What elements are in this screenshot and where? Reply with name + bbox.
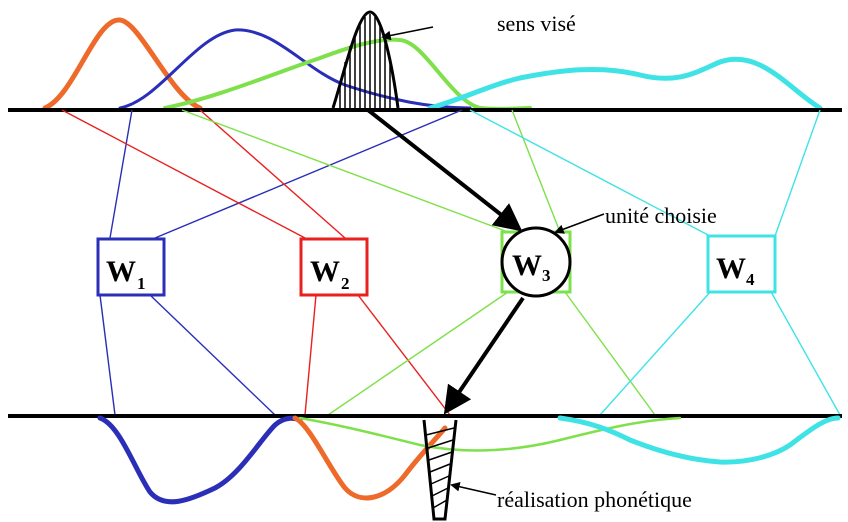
conn-bot-w3-b <box>564 291 656 416</box>
word-w2-box <box>299 237 369 297</box>
top-curve-blue <box>118 28 472 110</box>
conn-bot-w2-a <box>304 294 317 416</box>
conn-bot-w1-b <box>149 294 276 416</box>
conn-top-w4-a <box>469 109 711 237</box>
phonetic-realisation-hatching <box>425 427 455 509</box>
word-w3-index: 3 <box>542 266 551 285</box>
unite-choisie-label: unité choisie <box>605 203 717 228</box>
conn-bot-w3-a <box>327 291 509 416</box>
word-w2-index: 2 <box>341 274 350 293</box>
conn-bot-w2-b <box>357 294 451 416</box>
realisation-phonetique-pointer <box>450 482 497 496</box>
top-curve-orange <box>42 17 203 111</box>
conn-top-w4-b <box>774 109 821 237</box>
word-w1-index: 1 <box>137 274 146 293</box>
word-w2: W 2 <box>299 237 369 297</box>
realisation-phonetique-label: réalisation phonétique <box>497 487 692 512</box>
conn-bot-w4-b <box>769 289 841 416</box>
conn-top-w3-a <box>181 109 509 233</box>
bottom-curve-green <box>298 416 682 452</box>
word-w1-box <box>96 237 166 297</box>
conn-bot-w1-a <box>99 294 116 416</box>
top-curves <box>42 17 823 111</box>
intended-meaning-peak <box>331 10 400 109</box>
conn-top-w2-b <box>199 109 346 239</box>
word-w4-box <box>706 234 777 294</box>
top-curve-cyan <box>427 56 823 111</box>
sens-vise-pointer <box>381 26 434 41</box>
unite-choisie-pointer <box>554 213 605 234</box>
intended-meaning-hatching <box>339 14 391 108</box>
phonetic-realisation-curve <box>422 419 458 521</box>
intended-meaning-curve <box>331 10 400 109</box>
conn-bot-w4-a <box>599 289 713 416</box>
bottom-curve-cyan <box>557 415 841 465</box>
conn-top-w3-b <box>511 109 561 233</box>
conn-top-w1-a <box>109 109 133 239</box>
bottom-curves <box>97 415 841 505</box>
word-w4-letter: W <box>716 252 746 285</box>
selection-arrow-bottom <box>443 296 525 415</box>
word-w3: W 3 <box>500 226 572 298</box>
word-w1: W 1 <box>96 237 166 297</box>
word-w3-letter: W <box>512 249 542 282</box>
word-w1-letter: W <box>106 255 136 288</box>
top-curve-green <box>163 37 532 111</box>
chosen-unit-circle <box>500 226 572 298</box>
selection-arrow-top <box>366 108 523 232</box>
bottom-curve-blue <box>97 415 303 505</box>
conn-top-w2-a <box>61 109 306 239</box>
top-connections <box>61 109 821 239</box>
conn-top-w1-b <box>154 109 463 239</box>
bottom-connections <box>99 289 841 416</box>
word-w2-letter: W <box>310 255 340 288</box>
sens-vise-label: sens visé <box>497 11 576 36</box>
word-w4-index: 4 <box>746 270 755 289</box>
word-w4: W 4 <box>706 234 777 294</box>
bottom-curve-orange <box>292 415 448 501</box>
phonetic-realisation-peak <box>422 419 458 521</box>
